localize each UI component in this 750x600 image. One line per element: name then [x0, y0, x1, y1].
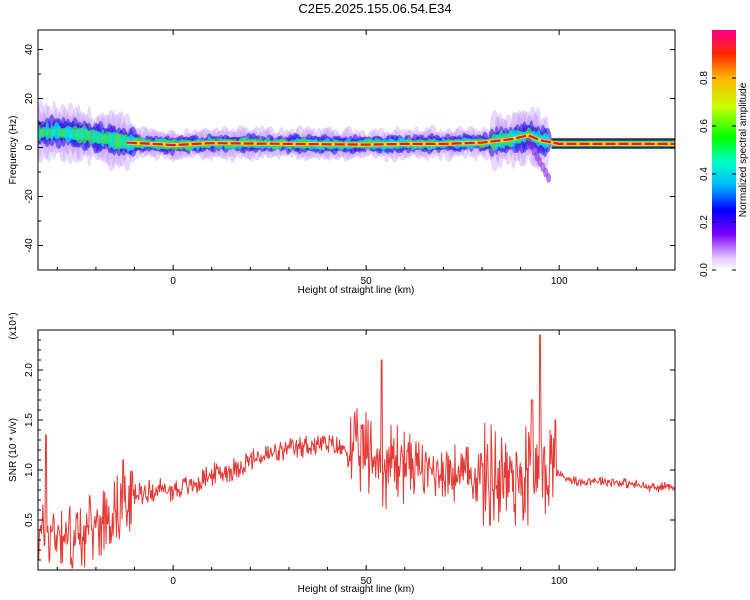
snr-x-tick-label: 0 [170, 576, 176, 587]
snr-y-axis-label: SNR (10 * v/v) [8, 418, 19, 482]
spectrogram-y-tick-label: -20 [24, 189, 35, 204]
colorbar: 0.0 0.2 0.4 0.6 0.8 Normalized spectral ampl… [699, 30, 749, 277]
spectrogram-x-axis-label: Height of straight line (km) [298, 285, 415, 296]
snr-y-tick-label: 2.0 [24, 363, 35, 377]
snr-x-axis-label: Height of straight line (km) [298, 584, 415, 595]
colorbar-tick-label: 0.6 [699, 119, 710, 133]
spectrogram-y-tick-label: 20 [24, 93, 35, 105]
snr-y-tick-label: 0.5 [24, 513, 35, 527]
colorbar-tick-label: 0.8 [699, 71, 710, 85]
colorbar-tick-label: 0.0 [699, 263, 710, 277]
snr-y-tick-label: 1.0 [24, 463, 35, 477]
spectrogram-streak-blob [546, 172, 552, 183]
spectrogram-ridge-line [126, 134, 675, 147]
colorbar-tick-label: 0.4 [699, 167, 710, 181]
spectrogram-x-tick-label: 50 [361, 276, 373, 287]
snr-axes: 0 50 100 0.5 1.0 1.5 2.0 [24, 330, 676, 587]
colorbar-tick-label: 0.2 [699, 215, 710, 229]
spectrogram-frame [37, 29, 676, 271]
chart-title: C2E5.2025.155.06.54.E34 [298, 1, 452, 16]
snr-x-tick-label: 100 [551, 576, 568, 587]
spectrogram-x-tick-label: 100 [551, 276, 568, 287]
snr-y-tick-label: 1.5 [24, 413, 35, 427]
snr-multiplier-label: (x10⁴) [8, 312, 19, 339]
snr-plot: 0 50 100 0.5 1.0 1.5 2.0 Height of straight li… [8, 312, 676, 595]
snr-x-tick-label: 50 [361, 576, 373, 587]
snr-frame [37, 329, 676, 571]
spectrogram-y-axis-label: Frequency (Hz) [8, 116, 19, 185]
spectrogram-x-tick-label: 0 [170, 276, 176, 287]
snr-background [38, 330, 675, 570]
colorbar-gradient [712, 30, 736, 270]
colorbar-label: Normalized spectral amplitude [738, 82, 749, 217]
spectrogram-plot: 0 50 100 -40 -20 0 20 40 Height of straight lin… [8, 29, 676, 296]
spectrogram-y-tick-label: 0 [24, 144, 35, 150]
snr-series-line [38, 334, 675, 569]
colorbar-ticks: 0.0 0.2 0.4 0.6 0.8 [699, 71, 736, 277]
spectrogram-y-tick-label: -40 [24, 238, 35, 253]
spectrogram-y-tick-label: 40 [24, 44, 35, 56]
spectrogram-content [38, 100, 675, 183]
